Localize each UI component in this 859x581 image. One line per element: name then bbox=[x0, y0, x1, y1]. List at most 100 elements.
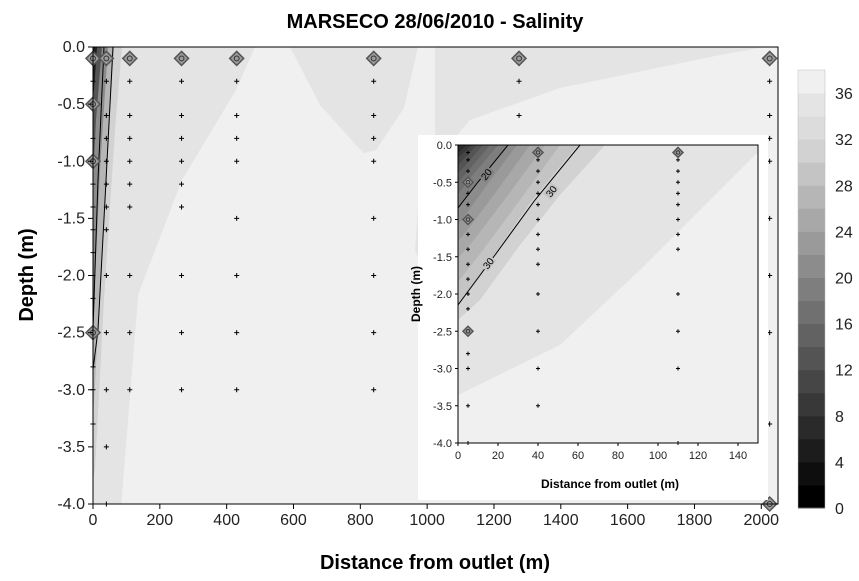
profile-diamond-marker bbox=[98, 50, 115, 67]
sample-point bbox=[536, 157, 540, 162]
sample-point bbox=[234, 113, 240, 119]
sample-point bbox=[536, 191, 540, 196]
x-tick-label: 0 bbox=[89, 512, 98, 529]
main-x-axis-ticks: 0 200 400 600 800 1000 1200 1400 1600 1800 2000 bbox=[89, 504, 779, 529]
profile-diamond-marker bbox=[461, 325, 475, 338]
colorbar-band bbox=[798, 70, 825, 94]
sample-point bbox=[179, 330, 185, 336]
sample-point bbox=[103, 158, 109, 164]
sample-point bbox=[536, 217, 540, 222]
sample-point bbox=[371, 387, 377, 393]
contour-label-bg bbox=[479, 254, 497, 272]
inset-band-8 bbox=[458, 145, 467, 153]
main-contour-lines bbox=[93, 47, 114, 371]
x-tick-label: 100 bbox=[649, 450, 667, 462]
y-tick-label: -1.0 bbox=[433, 215, 452, 227]
x-tick-label: 600 bbox=[280, 512, 307, 529]
profile-diamond-marker bbox=[228, 50, 245, 67]
sample-point bbox=[234, 330, 240, 336]
colorbar-band bbox=[798, 231, 825, 255]
contour-label-bg bbox=[477, 165, 495, 183]
salinity-band-34-plume bbox=[415, 47, 765, 300]
colorbar-band bbox=[798, 438, 825, 463]
profile-marker-center bbox=[103, 55, 110, 62]
profile-marker-center bbox=[126, 55, 133, 62]
profile-marker-center bbox=[675, 150, 681, 155]
x-tick-label: 0 bbox=[455, 450, 461, 462]
sample-point bbox=[234, 78, 240, 84]
sample-point bbox=[371, 78, 377, 84]
colorbar-tick-label: 28 bbox=[835, 178, 853, 195]
y-tick-label: -3.0 bbox=[433, 364, 452, 376]
sample-point bbox=[234, 273, 240, 278]
sample-point bbox=[676, 232, 680, 237]
sample-point bbox=[536, 292, 540, 296]
sample-point bbox=[103, 113, 109, 119]
sample-point bbox=[536, 247, 540, 252]
colorbar-band bbox=[798, 323, 825, 348]
colorbar-band bbox=[798, 277, 825, 302]
profile-marker-center bbox=[233, 55, 240, 62]
sample-point bbox=[536, 169, 540, 174]
sample-point bbox=[371, 135, 377, 141]
sample-point bbox=[103, 273, 109, 278]
y-tick-label: -4.0 bbox=[433, 438, 452, 450]
sample-point bbox=[103, 444, 109, 450]
colorbar-tick-label: 4 bbox=[835, 455, 844, 472]
sample-point bbox=[103, 135, 109, 141]
sample-point bbox=[371, 113, 377, 119]
colorbar-tick-label: 12 bbox=[835, 363, 853, 380]
sample-point bbox=[466, 232, 470, 237]
sample-point bbox=[466, 292, 470, 296]
sample-point bbox=[466, 277, 470, 282]
colorbar-tick-label: 20 bbox=[835, 270, 853, 287]
sample-point bbox=[676, 217, 680, 222]
sample-point bbox=[127, 273, 133, 278]
sample-point bbox=[536, 262, 540, 267]
sample-point bbox=[466, 366, 470, 371]
y-tick-label: -2.0 bbox=[433, 289, 452, 301]
profile-diamond-marker bbox=[761, 50, 778, 67]
y-tick-label: -1.0 bbox=[57, 153, 85, 170]
sample-point bbox=[371, 158, 377, 164]
colorbar-band bbox=[798, 300, 825, 325]
sample-point bbox=[234, 215, 240, 221]
sample-point bbox=[466, 351, 470, 356]
sample-point bbox=[536, 180, 540, 185]
x-tick-label: 800 bbox=[347, 512, 374, 529]
profile-diamond-marker bbox=[365, 50, 382, 67]
inset-x-axis-label: Distance from outlet (m) bbox=[541, 477, 679, 491]
salinity-band-34-upper bbox=[93, 47, 255, 470]
sample-point bbox=[371, 273, 377, 278]
colorbar-tick-label: 24 bbox=[835, 224, 853, 241]
sample-point bbox=[676, 202, 680, 207]
sample-point bbox=[516, 113, 522, 119]
colorbar-band bbox=[798, 392, 825, 417]
colorbar-band bbox=[798, 254, 825, 278]
sample-point bbox=[127, 330, 133, 336]
isohaline-30 bbox=[93, 47, 114, 371]
x-tick-label: 1800 bbox=[677, 512, 713, 529]
sample-point bbox=[536, 202, 540, 207]
y-tick-label: -0.5 bbox=[57, 96, 85, 113]
x-tick-label: 200 bbox=[146, 512, 173, 529]
sample-point bbox=[466, 306, 470, 311]
sample-point bbox=[127, 113, 133, 119]
colorbar-band bbox=[798, 461, 825, 486]
colorbar-tick-label: 32 bbox=[835, 132, 853, 149]
sample-point bbox=[676, 366, 680, 371]
sample-point bbox=[103, 330, 109, 336]
colorbar-band bbox=[798, 93, 825, 117]
sample-point bbox=[767, 78, 773, 84]
x-tick-label: 40 bbox=[532, 450, 544, 462]
profile-diamond-marker bbox=[461, 176, 475, 189]
sample-point bbox=[767, 113, 773, 119]
colorbar-tick-label: 0 bbox=[835, 501, 844, 518]
y-tick-label: 0.0 bbox=[63, 39, 85, 56]
sample-point bbox=[371, 215, 377, 221]
sample-point bbox=[676, 292, 680, 296]
contour-label-bg bbox=[542, 182, 560, 200]
salinity-band-34-tongue bbox=[290, 47, 418, 153]
sample-point bbox=[466, 150, 470, 155]
